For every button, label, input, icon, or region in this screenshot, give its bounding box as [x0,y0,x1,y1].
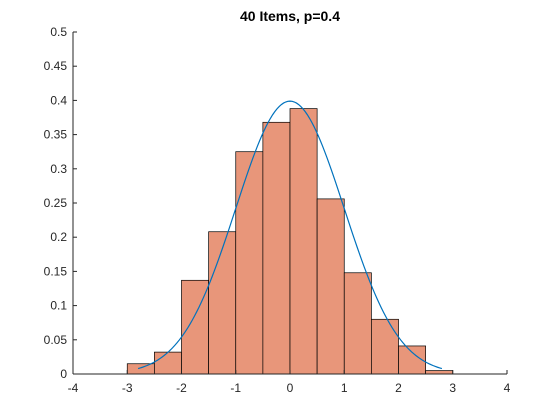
x-tick-label: -4 [68,381,79,395]
y-tick-label: 0.45 [44,59,68,73]
histogram-bar [316,198,345,375]
bars-group [126,108,454,375]
histogram-bar [208,231,237,375]
y-tick-label: 0.5 [50,25,67,39]
histogram-bar [289,108,318,375]
x-tick-label: 2 [395,381,402,395]
histogram-bar [371,318,399,375]
y-tick-label: 0.15 [44,264,68,278]
y-tick-label: 0 [60,367,67,381]
axes-group: -4 -3 -2 -1 0 1 2 3 4 0 0.05 0.1 0.15 0.2 0.25 0.3 0.35 0… [44,25,511,395]
histogram-bar [262,121,291,375]
histogram-bar [425,370,454,375]
y-tick-label: 0.2 [50,230,67,244]
x-tick-label: -2 [176,381,187,395]
y-tick-label: 0.3 [50,162,67,176]
histogram-bar [154,351,182,375]
x-tick-label: 3 [449,381,456,395]
histogram-bar [235,151,264,375]
x-tick-label: 1 [341,381,348,395]
y-tick-label: 0.1 [50,299,67,313]
histogram-bar [126,363,155,375]
y-tick-label: 0.25 [44,196,68,210]
y-tick-label: 0.35 [44,128,68,142]
chart-title: 40 Items, p=0.4 [240,8,340,24]
x-tick-label: -3 [122,381,133,395]
x-tick-label: 0 [287,381,294,395]
y-tick-label: 0.4 [50,93,67,107]
y-tick-label: 0.05 [44,333,68,347]
x-tick-label: -1 [230,381,241,395]
histogram-bar [343,272,372,375]
x-tick-label: 4 [504,381,511,395]
normal-curve [137,100,443,370]
